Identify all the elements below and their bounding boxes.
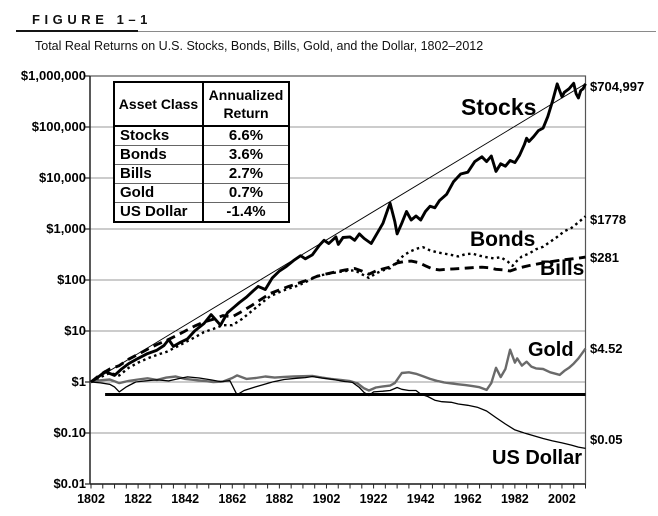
stocks-series-label: Stocks — [461, 94, 537, 120]
us-dollar-line — [90, 375, 586, 450]
x-axis-tick-label: 1962 — [453, 492, 482, 506]
y-axis-tick-label: $10,000 — [39, 170, 86, 185]
bonds-series-label: Bonds — [470, 228, 536, 251]
y-axis-tick-label: $100,000 — [31, 119, 86, 134]
asset-class-cell: US Dollar — [114, 202, 204, 223]
gold-line — [90, 347, 587, 392]
annualized-return-table: Asset Class Annualized Return Stocks 6.6… — [113, 81, 290, 224]
table-row-bonds: Bonds 3.6% — [114, 145, 289, 166]
return-cell: 3.6% — [203, 145, 289, 166]
asset-class-cell: Stocks — [114, 126, 204, 147]
table-row-gold: Gold 0.7% — [114, 183, 289, 204]
us-dollar-series-label: US Dollar — [492, 447, 583, 469]
stocks-line — [90, 81, 587, 384]
y-axis-tick-label: $1 — [71, 374, 86, 389]
asset-class-cell: Bonds — [114, 145, 204, 166]
stocks-end-value: $704,997 — [590, 79, 645, 94]
gold-series-label: Gold — [528, 339, 574, 361]
x-axis-tick-label: 1842 — [171, 492, 200, 506]
y-axis-tick-label: $0.01 — [53, 476, 86, 491]
return-cell: -1.4% — [226, 203, 266, 221]
bills-series-label: Bills — [540, 257, 585, 280]
table-header-row: Asset Class Annualized Return — [114, 82, 289, 128]
x-axis-tick-label: 1982 — [500, 492, 529, 506]
x-axis-tick-label: 2002 — [548, 492, 576, 506]
x-axis-tick-label: 1862 — [218, 492, 247, 506]
bonds-end-value: $1778 — [590, 212, 627, 227]
table-row-us-dollar: US Dollar -1.4% — [114, 202, 289, 223]
bills-end-value: $281 — [590, 250, 619, 265]
stocks-trend-line-line — [90, 83, 586, 383]
figure-label: FIGURE 1–1 — [32, 12, 152, 27]
y-axis-tick-label: $10 — [64, 323, 86, 338]
x-axis-tick-label: 1882 — [265, 492, 294, 506]
x-axis-tick-label: 1922 — [359, 492, 388, 506]
y-axis-tick-label: $1,000,000 — [20, 68, 86, 83]
header-rule-accent — [16, 30, 138, 33]
x-axis-tick-label: 1802 — [77, 492, 105, 506]
x-axis-tick-label: 1942 — [406, 492, 435, 506]
return-cell: 6.6% — [203, 126, 289, 147]
asset-class-cell: Gold — [114, 183, 204, 204]
x-axis-tick-label: 1822 — [124, 492, 152, 506]
gold-end-value: $4.52 — [590, 341, 623, 356]
y-axis-tick-label: $100 — [57, 272, 86, 287]
header-rule — [16, 31, 656, 32]
table-header-annualized-return: Annualized Return — [203, 82, 289, 128]
return-cell: 0.7% — [203, 183, 289, 204]
figure-subtitle: Total Real Returns on U.S. Stocks, Bonds… — [35, 39, 484, 53]
y-axis-tick-label: $1,000 — [46, 221, 86, 236]
table-header-asset-class: Asset Class — [114, 82, 204, 128]
us-dollar-end-value: $0.05 — [590, 432, 623, 447]
bonds-line — [90, 215, 587, 384]
return-cell: 2.7% — [203, 164, 289, 185]
asset-class-cell: Bills — [114, 164, 204, 185]
bills-line — [90, 255, 586, 384]
y-axis-tick-label: $0.10 — [53, 425, 86, 440]
table-row-stocks: Stocks 6.6% — [114, 126, 289, 147]
x-axis-tick-label: 1902 — [312, 492, 341, 506]
table-row-bills: Bills 2.7% — [114, 164, 289, 185]
